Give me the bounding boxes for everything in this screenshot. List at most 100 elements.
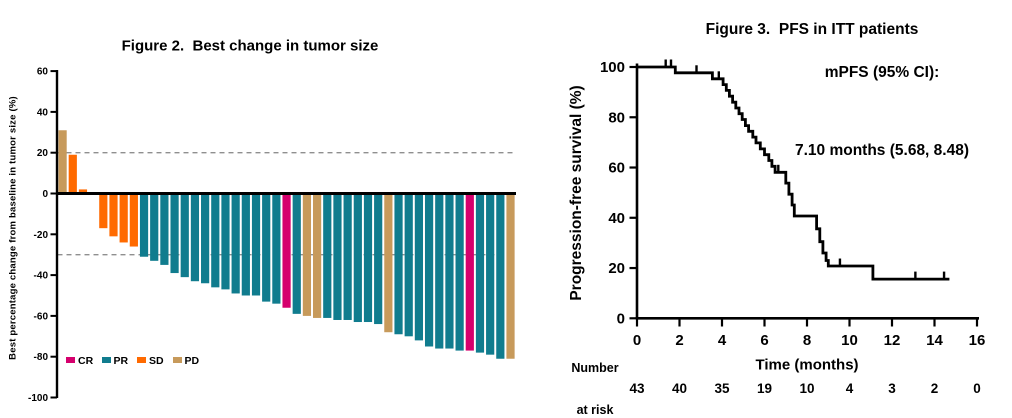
- waterfall-bar-PR: [333, 193, 342, 320]
- y-tick-label: 40: [37, 107, 49, 118]
- figure3-km-chart: Figure 3. PFS in ITT patients Progressio…: [530, 0, 1012, 418]
- number-at-risk-label: Number at risk: [571, 333, 618, 418]
- waterfall-bar-PR: [251, 193, 261, 296]
- waterfall-bar-PD: [506, 193, 515, 359]
- risk-count: 40: [672, 381, 687, 396]
- y-tick-label: 40: [608, 210, 625, 227]
- waterfall-bar-PD: [302, 193, 312, 316]
- legend-swatch-PR: [101, 357, 111, 363]
- waterfall-bar-PR: [445, 193, 454, 349]
- legend-swatch-CR: [66, 357, 75, 363]
- number-at-risk-label-line1: Number: [571, 361, 619, 375]
- legend-label: CR: [78, 355, 94, 367]
- waterfall-bar-PR: [404, 193, 413, 337]
- waterfall-bar-PR: [160, 193, 169, 265]
- figure3-title: Figure 3. PFS in ITT patients: [705, 21, 919, 38]
- legend-label: PD: [184, 355, 200, 367]
- waterfall-bar-PR: [201, 193, 210, 284]
- waterfall-bar-CR: [282, 193, 291, 308]
- y-tick-label: 0: [42, 189, 48, 200]
- figure2-waterfall-chart: Figure 2. Best change in tumor size Best…: [8, 37, 516, 404]
- waterfall-bar-SD: [78, 189, 88, 194]
- waterfall-bar-PR: [486, 193, 495, 355]
- y-tick-label: 20: [37, 148, 49, 159]
- x-tick-label: 8: [803, 332, 811, 349]
- y-tick-label: -20: [34, 230, 49, 241]
- waterfall-bar-PR: [190, 193, 200, 282]
- x-tick-label: 0: [633, 332, 641, 349]
- waterfall-bar-PR: [241, 193, 250, 296]
- y-tick-label: 80: [608, 110, 625, 127]
- waterfall-bar-PR: [221, 193, 230, 290]
- waterfall-bar-PR: [262, 193, 271, 302]
- waterfall-bar-PR: [343, 193, 352, 320]
- risk-count: 35: [714, 381, 730, 396]
- mpfs-annotation: mPFS (95% CI): 7.10 months (5.68, 8.48): [795, 8, 969, 216]
- waterfall-bar-PR: [353, 193, 362, 323]
- waterfall-bar-CR: [465, 193, 474, 351]
- risk-count: 19: [757, 381, 772, 396]
- waterfall-bar-PR: [272, 193, 281, 304]
- waterfall-bar-PR: [496, 193, 505, 359]
- y-tick-label: 60: [37, 67, 49, 78]
- waterfall-bar-PR: [231, 193, 240, 294]
- y-tick-label: 100: [600, 59, 625, 76]
- waterfall-bar-SD: [109, 193, 118, 237]
- waterfall-bar-PR: [139, 193, 149, 257]
- waterfall-bar-PR: [363, 193, 373, 323]
- figure3-x-axis-label: Time (months): [755, 356, 859, 374]
- x-tick-label: 6: [760, 332, 768, 349]
- waterfall-bar-PR: [150, 193, 159, 261]
- y-tick-label: 20: [608, 260, 625, 277]
- waterfall-bar-PR: [475, 193, 485, 353]
- waterfall-bar-PD: [384, 193, 393, 333]
- x-tick-label: 12: [884, 332, 901, 349]
- waterfall-bar-PR: [170, 193, 179, 274]
- waterfall-bar-PR: [374, 193, 383, 325]
- legend-swatch-SD: [137, 357, 146, 363]
- legend-item-CR: CR: [66, 355, 93, 367]
- risk-count: 43: [629, 381, 645, 396]
- waterfall-bar-PR: [292, 193, 301, 314]
- x-tick-label: 16: [969, 332, 986, 349]
- waterfall-bar-PD: [58, 130, 67, 194]
- waterfall-bar-PR: [435, 193, 444, 349]
- x-tick-label: 10: [841, 332, 858, 349]
- risk-count: 3: [888, 381, 896, 396]
- figure2-title: Figure 2. Best change in tumor size: [121, 37, 379, 55]
- waterfall-bar-PD: [313, 193, 322, 318]
- waterfall-bar-PR: [455, 193, 464, 351]
- x-tick-label: 2: [675, 332, 683, 349]
- risk-count: 2: [931, 381, 939, 396]
- legend-label: PR: [113, 355, 129, 367]
- waterfall-bar-PR: [323, 193, 332, 318]
- legend-item-SD: SD: [137, 355, 164, 367]
- waterfall-bar-PR: [424, 193, 434, 347]
- risk-count: 10: [799, 381, 814, 396]
- waterfall-bar-PR: [211, 193, 220, 288]
- legend-item-PD: PD: [172, 355, 200, 367]
- y-tick-label: -100: [28, 393, 48, 404]
- waterfall-bar-PR: [394, 193, 403, 335]
- waterfall-plot-area: 60 40 20 0 -20 -40 -60 -80 -100: [28, 67, 516, 404]
- waterfall-bar-SD: [119, 193, 128, 243]
- legend-label: SD: [149, 355, 164, 367]
- risk-count: 0: [973, 381, 981, 396]
- risk-count: 4: [846, 381, 854, 396]
- x-tick-label: 4: [718, 332, 727, 349]
- number-at-risk-label-line2: at risk: [576, 403, 614, 417]
- y-tick-label: 60: [608, 160, 625, 177]
- x-tick-label: 14: [926, 332, 943, 349]
- waterfall-bar-SD: [99, 193, 108, 229]
- legend-item-PR: PR: [101, 355, 129, 367]
- y-tick-label: -80: [34, 352, 49, 363]
- y-tick-label: -40: [34, 271, 49, 282]
- y-tick-label: -60: [34, 311, 49, 322]
- mpfs-annotation-line1: mPFS (95% CI):: [824, 64, 940, 81]
- waterfall-bar-SD: [68, 154, 77, 194]
- waterfall-bar-PR: [180, 193, 189, 278]
- legend-swatch-PD: [172, 357, 182, 363]
- mpfs-annotation-line2: 7.10 months (5.68, 8.48): [794, 142, 970, 159]
